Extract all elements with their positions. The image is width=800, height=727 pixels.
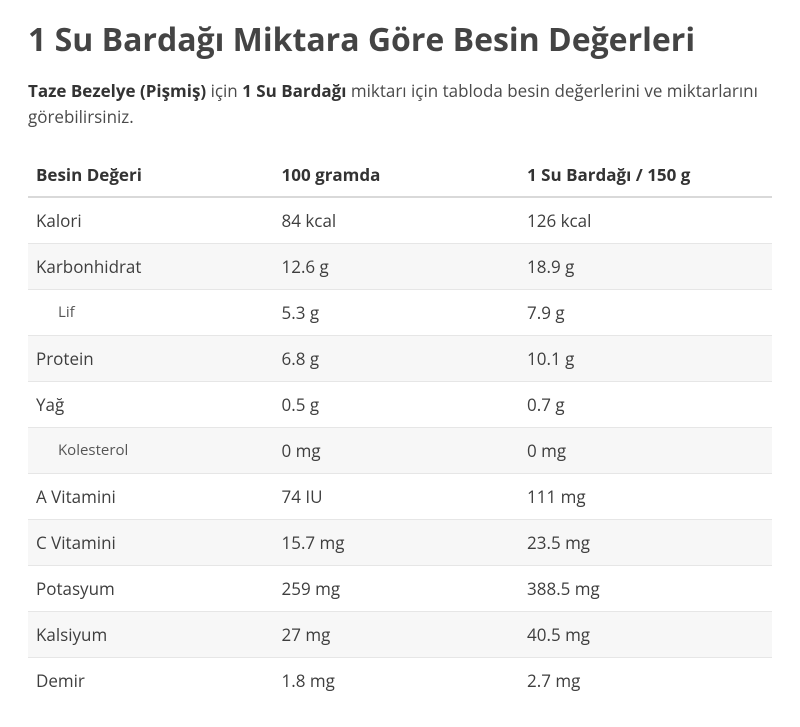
cell-per100: 0.5 g xyxy=(274,381,520,427)
desc-bold-1: Taze Bezelye (Pişmiş) xyxy=(28,79,206,102)
table-row: Yağ0.5 g0.7 g xyxy=(28,381,772,427)
cell-perserving: 2.7 mg xyxy=(519,657,772,703)
col-header-perserving: 1 Su Bardağı / 150 g xyxy=(519,153,772,197)
table-row: Lif5.3 g7.9 g xyxy=(28,289,772,335)
cell-per100: 15.7 mg xyxy=(274,519,520,565)
cell-per100: 27 mg xyxy=(274,611,520,657)
table-row: Kalori84 kcal126 kcal xyxy=(28,197,772,244)
cell-per100: 1.8 mg xyxy=(274,657,520,703)
cell-nutrient: Yağ xyxy=(28,381,274,427)
cell-nutrient: Demir xyxy=(28,657,274,703)
desc-mid-1: için xyxy=(206,79,242,102)
cell-nutrient: Kolesterol xyxy=(28,427,274,473)
cell-perserving: 7.9 g xyxy=(519,289,772,335)
page-title: 1 Su Bardağı Miktara Göre Besin Değerler… xyxy=(28,20,772,60)
nutrition-table: Besin Değeri 100 gramda 1 Su Bardağı / 1… xyxy=(28,153,772,703)
cell-perserving: 126 kcal xyxy=(519,197,772,244)
cell-nutrient: Kalori xyxy=(28,197,274,244)
cell-nutrient: Karbonhidrat xyxy=(28,243,274,289)
cell-nutrient: Lif xyxy=(28,289,274,335)
table-row: Potasyum259 mg388.5 mg xyxy=(28,565,772,611)
cell-per100: 74 IU xyxy=(274,473,520,519)
cell-per100: 5.3 g xyxy=(274,289,520,335)
cell-perserving: 18.9 g xyxy=(519,243,772,289)
cell-perserving: 111 mg xyxy=(519,473,772,519)
table-row: C Vitamini15.7 mg23.5 mg xyxy=(28,519,772,565)
cell-per100: 259 mg xyxy=(274,565,520,611)
table-row: Demir1.8 mg2.7 mg xyxy=(28,657,772,703)
cell-perserving: 0.7 g xyxy=(519,381,772,427)
cell-nutrient: Protein xyxy=(28,335,274,381)
desc-bold-2: 1 Su Bardağı xyxy=(242,79,346,102)
cell-nutrient: Potasyum xyxy=(28,565,274,611)
table-row: Kolesterol0 mg0 mg xyxy=(28,427,772,473)
description-text: Taze Bezelye (Pişmiş) için 1 Su Bardağı … xyxy=(28,78,772,131)
cell-perserving: 40.5 mg xyxy=(519,611,772,657)
table-row: Karbonhidrat12.6 g18.9 g xyxy=(28,243,772,289)
cell-per100: 12.6 g xyxy=(274,243,520,289)
cell-nutrient: Kalsiyum xyxy=(28,611,274,657)
table-header-row: Besin Değeri 100 gramda 1 Su Bardağı / 1… xyxy=(28,153,772,197)
cell-perserving: 388.5 mg xyxy=(519,565,772,611)
cell-nutrient: C Vitamini xyxy=(28,519,274,565)
nutrition-page: 1 Su Bardağı Miktara Göre Besin Değerler… xyxy=(0,0,800,727)
col-header-nutrient: Besin Değeri xyxy=(28,153,274,197)
cell-per100: 84 kcal xyxy=(274,197,520,244)
cell-perserving: 23.5 mg xyxy=(519,519,772,565)
table-row: Protein6.8 g10.1 g xyxy=(28,335,772,381)
col-header-per100: 100 gramda xyxy=(274,153,520,197)
cell-perserving: 0 mg xyxy=(519,427,772,473)
cell-nutrient: A Vitamini xyxy=(28,473,274,519)
cell-per100: 6.8 g xyxy=(274,335,520,381)
cell-perserving: 10.1 g xyxy=(519,335,772,381)
table-row: Kalsiyum27 mg40.5 mg xyxy=(28,611,772,657)
table-row: A Vitamini74 IU111 mg xyxy=(28,473,772,519)
cell-per100: 0 mg xyxy=(274,427,520,473)
